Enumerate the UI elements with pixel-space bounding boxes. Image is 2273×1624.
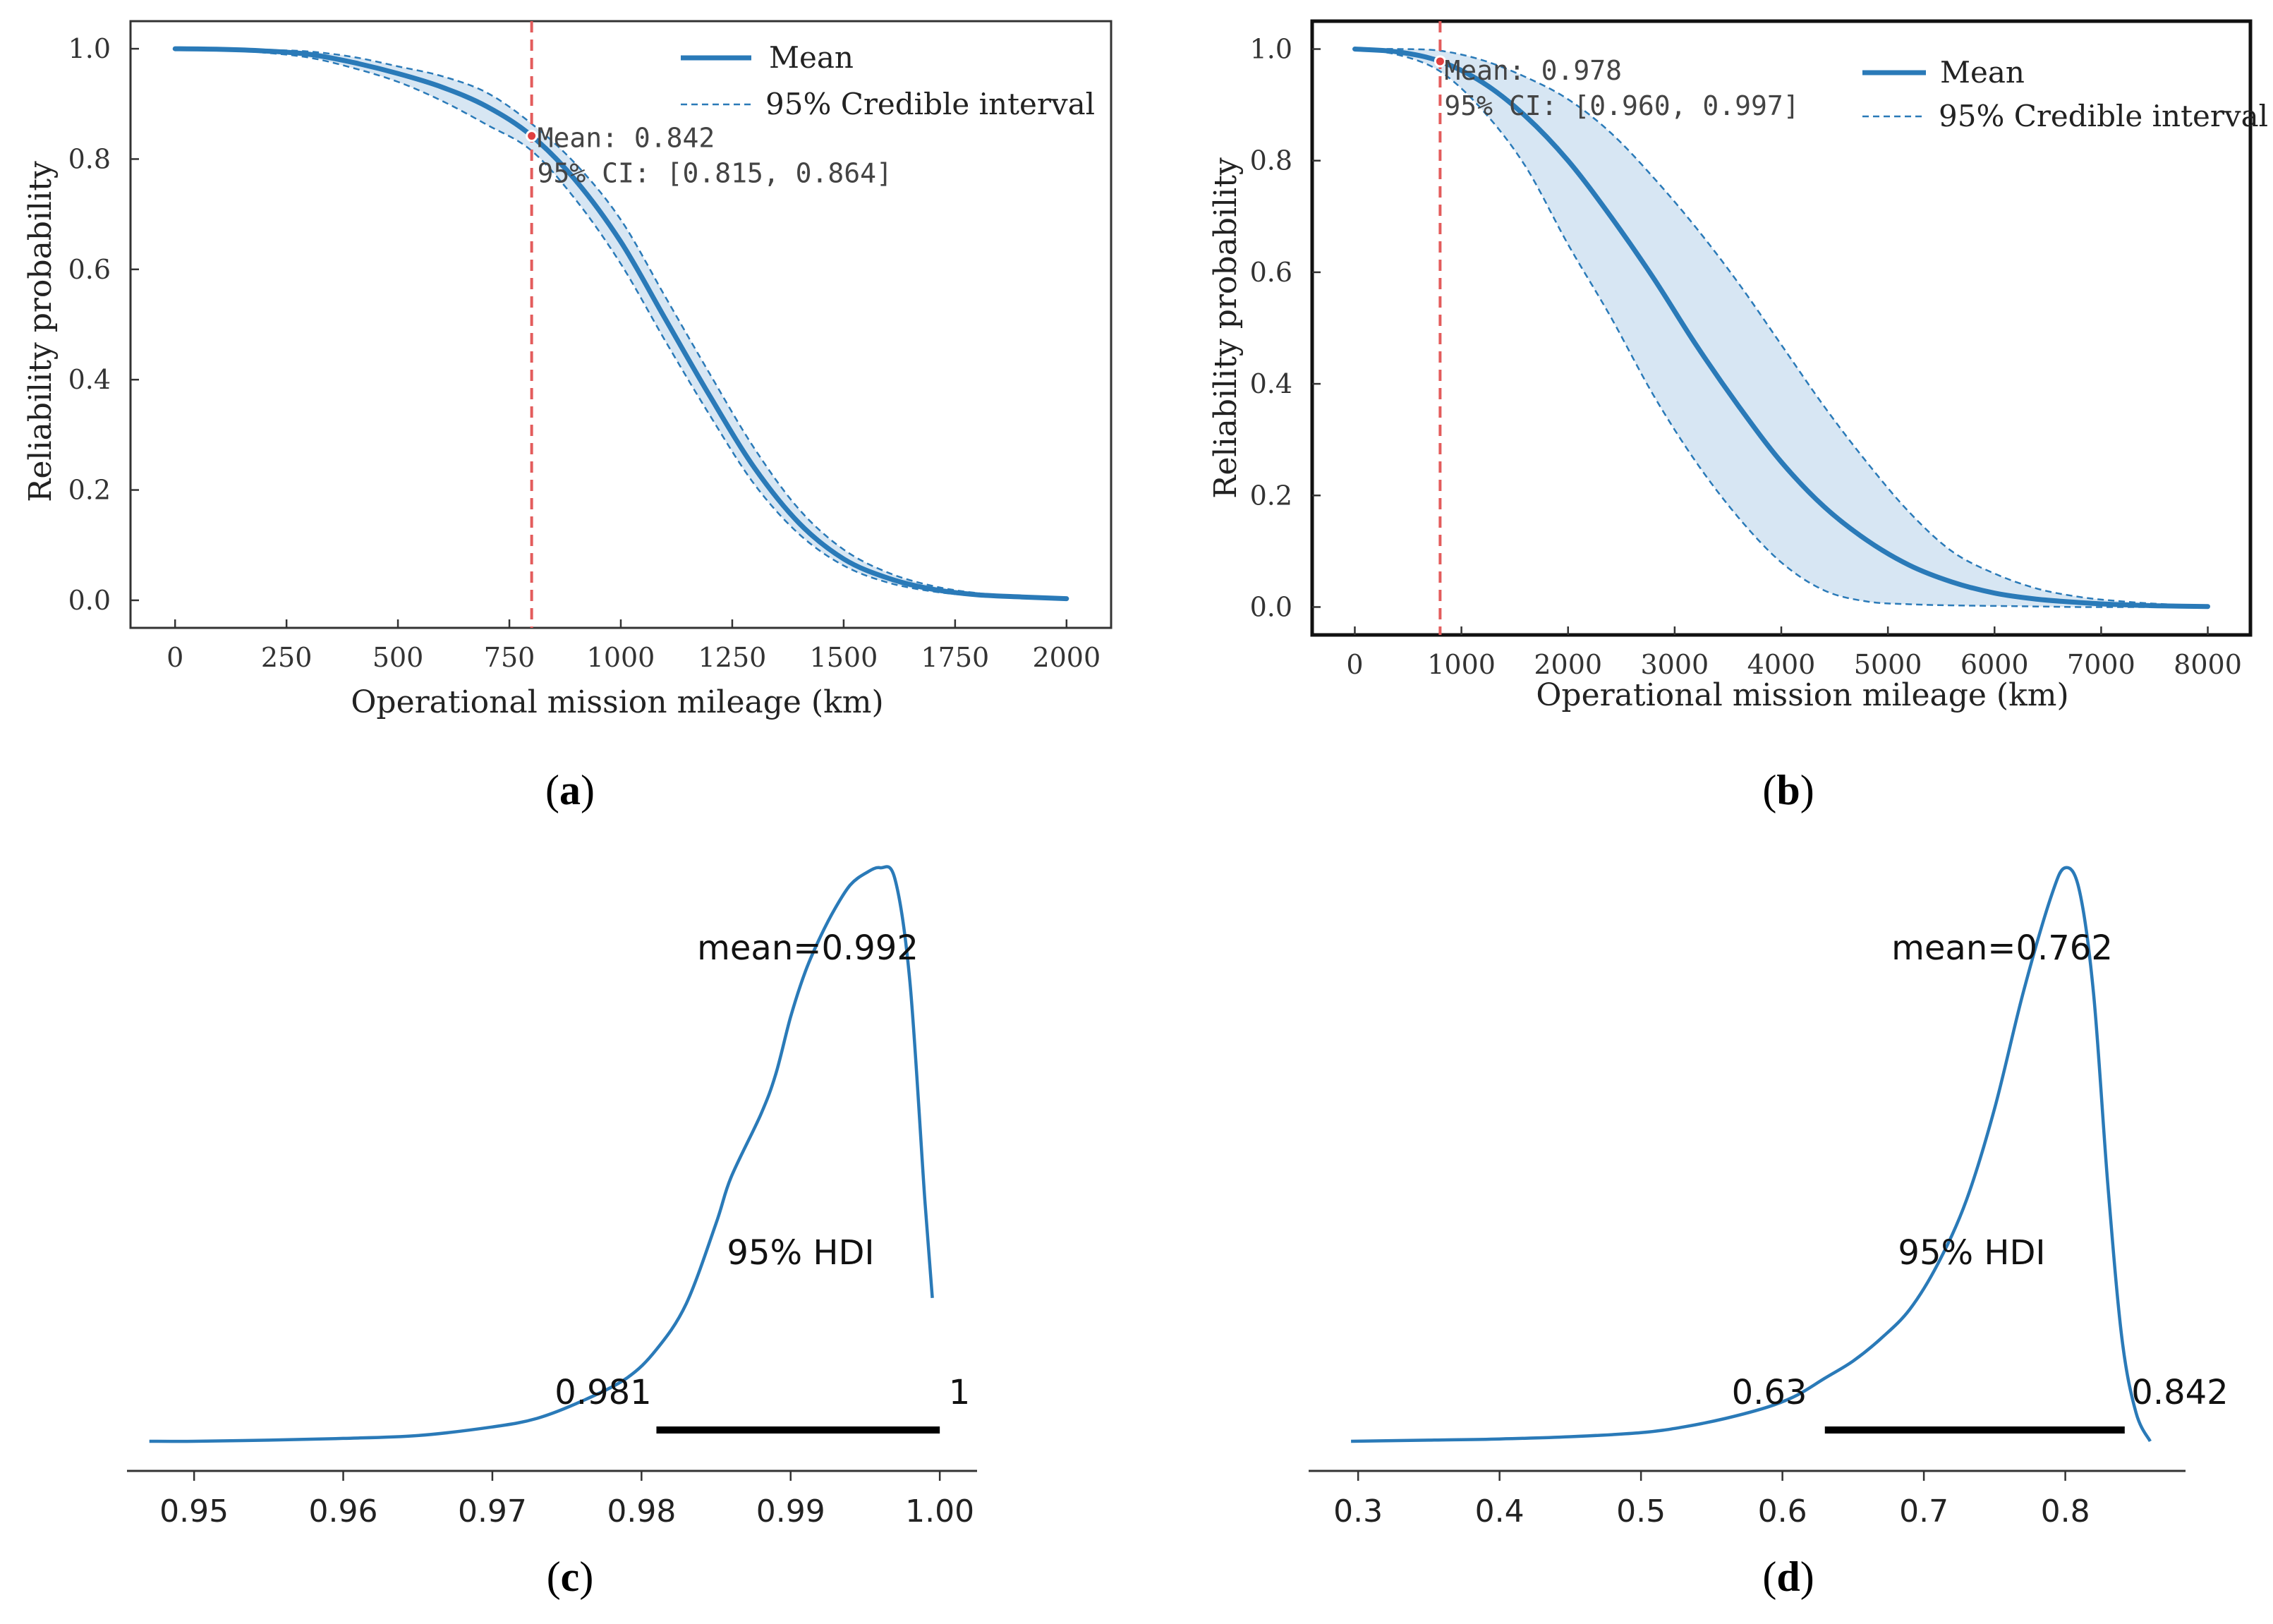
ci-upper-line-a xyxy=(175,47,1067,599)
x-tick-label-pb: 0 xyxy=(1346,649,1363,680)
x-tick-label-pa: 2000 xyxy=(1032,642,1101,673)
legend-mean-label-b: Mean xyxy=(1940,55,2025,90)
y-tick-label-pa: 0.8 xyxy=(68,143,111,174)
y-tick-label-pb: 1.0 xyxy=(1250,34,1292,65)
panel-a-line-chart: 0 250 500 750 1000 1250 1500 1750 2000 0.0 0.2 0.4… xyxy=(23,20,1113,720)
x-tick-label-pa: 1250 xyxy=(698,642,767,673)
x-tick-label-pc: 1.00 xyxy=(905,1493,974,1529)
panel-label-c: (c) xyxy=(547,1553,594,1600)
x-tick-label-pa: 0 xyxy=(166,642,183,673)
x-tick-label-pc: 0.98 xyxy=(607,1493,676,1529)
y-axis-title-b: Reliability probability xyxy=(1208,157,1244,499)
x-tick-label-pa: 1000 xyxy=(587,642,655,673)
y-tick-label-pb: 0.2 xyxy=(1250,480,1292,511)
y-tick-label-pb: 0.0 xyxy=(1250,591,1292,622)
y-tick-label-pb: 0.6 xyxy=(1250,257,1292,288)
density-curve-d xyxy=(1351,866,2152,1443)
mean-line-b xyxy=(1352,47,2210,610)
x-axis-title-a: Operational mission mileage (km) xyxy=(351,684,883,720)
panel-letter-b: b xyxy=(1776,767,1800,813)
mean-label-c: mean=0.992 xyxy=(697,928,919,968)
x-tick-label-pd: 0.3 xyxy=(1333,1493,1383,1529)
x-tick-label-pd: 0.7 xyxy=(1899,1493,1948,1529)
y-tick-label-pb: 0.4 xyxy=(1250,368,1292,399)
mean-label-d: mean=0.762 xyxy=(1891,928,2113,968)
panel-letter-c: c xyxy=(561,1553,580,1600)
y-tick-label-pa: 0.2 xyxy=(68,475,111,506)
mean-marker-a xyxy=(526,130,538,143)
legend-ci-label-b: 95% Credible interval xyxy=(1939,99,2268,133)
x-axis-title-b: Operational mission mileage (km) xyxy=(1536,677,2068,713)
x-tick-label-pa: 750 xyxy=(484,642,535,673)
hdi-high-value-d: 0.842 xyxy=(2131,1373,2228,1412)
x-tick-label-pa: 1750 xyxy=(921,642,990,673)
x-tick-label-pc: 0.96 xyxy=(309,1493,378,1529)
x-tick-label-pd: 0.8 xyxy=(2041,1493,2090,1529)
annotation-mean-b: Mean: 0.978 xyxy=(1444,55,1622,86)
panel-d-posterior-density: 0.3 0.4 0.5 0.6 0.7 0.8 mean=0.762 95% HDI 0.… xyxy=(1309,866,2229,1529)
annotation-mean-a: Mean: 0.842 xyxy=(538,123,715,154)
annotation-ci-b: 95% CI: [0.960, 0.997] xyxy=(1444,90,1799,121)
panel-label-b: (b) xyxy=(1762,767,1814,813)
hdi-label-c: 95% HDI xyxy=(727,1233,874,1273)
panel-label-d: (d) xyxy=(1762,1553,1814,1600)
hdi-high-value-c: 1 xyxy=(949,1373,971,1412)
x-tick-label-pb: 2000 xyxy=(1534,649,1602,680)
x-tick-label-pa: 500 xyxy=(372,642,424,673)
ci-band-b xyxy=(1354,49,2208,607)
x-tick-label-pb: 8000 xyxy=(2174,649,2242,680)
y-tick-label-pb: 0.8 xyxy=(1250,145,1292,176)
x-tick-label-pb: 7000 xyxy=(2067,649,2135,680)
y-tick-label-pa: 0.6 xyxy=(68,254,111,285)
x-tick-label-pb: 3000 xyxy=(1641,649,1709,680)
mean-marker-b xyxy=(1433,55,1446,68)
legend-ci-label-a: 95% Credible interval xyxy=(765,87,1095,121)
ci-lower-line-b xyxy=(1354,48,2208,608)
panel-b-line-chart: 0 1000 2000 3000 4000 5000 6000 7000 8000 0.0 0.2… xyxy=(1208,19,2268,713)
x-tick-label-pc: 0.97 xyxy=(458,1493,527,1529)
y-tick-label-pa: 1.0 xyxy=(68,33,111,64)
x-tick-label-pb: 6000 xyxy=(1960,649,2029,680)
mean-line-a xyxy=(172,46,1069,602)
panel-c-posterior-density: 0.95 0.96 0.97 0.98 0.99 1.00 mean=0.992 95% … xyxy=(127,865,977,1529)
y-tick-label-pa: 0.4 xyxy=(68,364,111,395)
x-tick-label-pb: 4000 xyxy=(1747,649,1816,680)
x-tick-label-pb: 5000 xyxy=(1854,649,1922,680)
hdi-low-value-c: 0.981 xyxy=(554,1373,651,1412)
legend-mean-label-a: Mean xyxy=(769,40,854,75)
panel-label-a: (a) xyxy=(545,767,595,813)
y-axis-title-a: Reliability probability xyxy=(23,161,59,502)
x-tick-label-pc: 0.95 xyxy=(159,1493,229,1529)
density-curve-c xyxy=(149,865,934,1443)
x-tick-label-pd: 0.6 xyxy=(1758,1493,1807,1529)
hdi-label-d: 95% HDI xyxy=(1898,1233,2045,1273)
x-tick-label-pa: 1500 xyxy=(810,642,878,673)
ci-upper-line-b xyxy=(1354,48,2208,607)
panel-letter-d: d xyxy=(1776,1553,1800,1600)
hdi-low-value-d: 0.63 xyxy=(1732,1373,1807,1412)
x-tick-label-pc: 0.99 xyxy=(756,1493,825,1529)
y-tick-label-pa: 0.0 xyxy=(68,585,111,616)
x-tick-label-pb: 1000 xyxy=(1427,649,1496,680)
panel-letter-a: a xyxy=(559,767,581,813)
x-tick-label-pd: 0.5 xyxy=(1616,1493,1666,1529)
x-tick-label-pd: 0.4 xyxy=(1475,1493,1525,1529)
x-tick-label-pa: 250 xyxy=(261,642,313,673)
annotation-ci-a: 95% CI: [0.815, 0.864] xyxy=(538,158,892,189)
